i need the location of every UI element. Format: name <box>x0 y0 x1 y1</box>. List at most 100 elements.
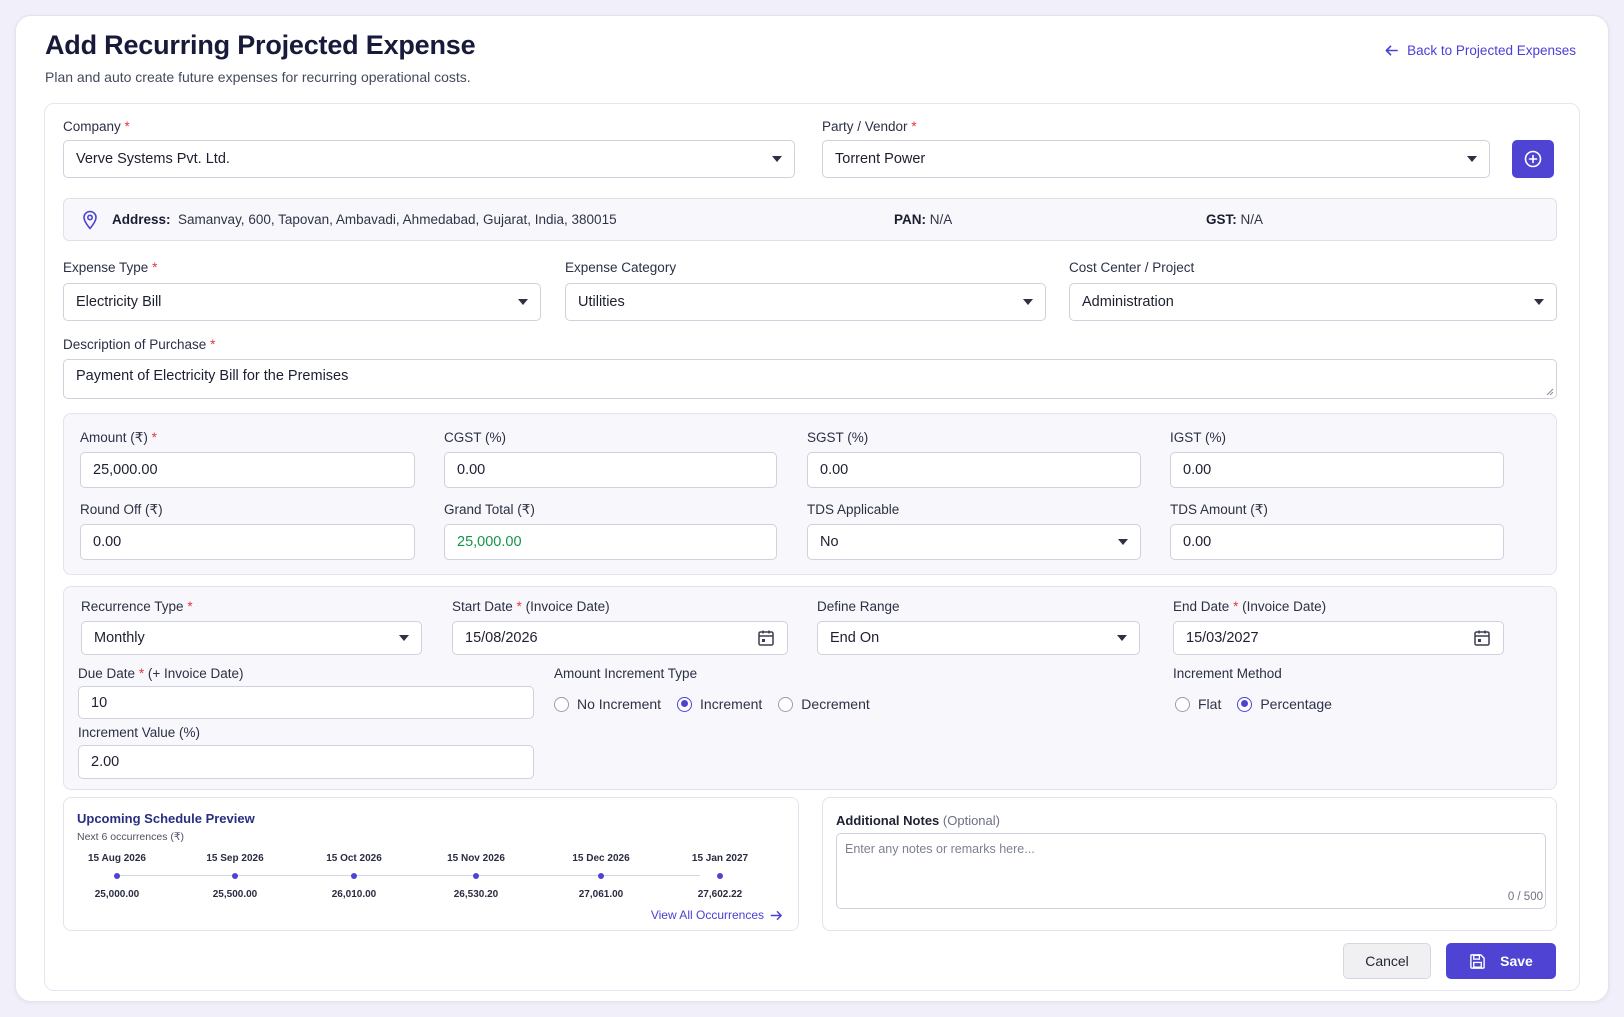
tds-applicable-select[interactable]: No <box>807 524 1141 560</box>
chevron-down-icon <box>1534 299 1544 305</box>
arrow-left-icon <box>1385 45 1399 56</box>
increment-type-label: Amount Increment Type <box>554 666 698 681</box>
radio-circle <box>554 696 569 712</box>
timeline-item: 15 Aug 2026 25,000.00 <box>67 853 167 900</box>
chevron-down-icon <box>399 635 409 641</box>
round-off-input[interactable]: 0.00 <box>80 524 415 560</box>
party-value: Torrent Power <box>835 151 926 167</box>
chevron-down-icon <box>1118 539 1128 545</box>
save-label: Save <box>1500 953 1533 969</box>
radio-no-increment[interactable]: No Increment <box>554 696 661 712</box>
save-button[interactable]: Save <box>1446 943 1556 979</box>
round-off-label: Round Off (₹) <box>80 502 163 517</box>
tds-amount-input[interactable]: 0.00 <box>1170 524 1504 560</box>
tds-amount-label: TDS Amount (₹) <box>1170 502 1268 517</box>
expense-category-select[interactable]: Utilities <box>565 283 1046 321</box>
timeline-item: 15 Jan 2027 27,602.22 <box>670 853 770 900</box>
round-off-value: 0.00 <box>93 534 122 550</box>
gst-text: GST: N/A <box>1206 212 1264 227</box>
radio-circle <box>778 696 794 712</box>
timeline-dot <box>351 873 357 879</box>
increment-value-label: Increment Value (%) <box>78 725 201 740</box>
radio-percentage[interactable]: Percentage <box>1237 696 1332 712</box>
party-select[interactable]: Torrent Power <box>822 140 1490 178</box>
radio-circle <box>1175 696 1190 712</box>
preview-subtitle: Next 6 occurrences (₹) <box>77 831 185 843</box>
timeline-date: 15 Aug 2026 <box>88 853 146 864</box>
back-to-projected-expenses-link[interactable]: Back to Projected Expenses <box>1384 43 1576 58</box>
tds-applicable-label: TDS Applicable <box>807 502 900 517</box>
radio-label: Flat <box>1198 696 1222 712</box>
page-title: Add Recurring Projected Expense <box>45 30 476 60</box>
timeline-date: 15 Oct 2026 <box>326 853 382 864</box>
preview-title: Upcoming Schedule Preview <box>77 811 255 826</box>
timeline-amount: 27,061.00 <box>578 889 624 900</box>
cancel-button[interactable]: Cancel <box>1343 943 1431 979</box>
radio-circle <box>1237 696 1253 712</box>
radio-label: Percentage <box>1260 696 1332 712</box>
timeline-date: 15 Dec 2026 <box>572 853 630 864</box>
end-date-label: End Date * (Invoice Date) <box>1173 599 1327 614</box>
tds-amount-value: 0.00 <box>1183 534 1212 550</box>
radio-decrement[interactable]: Decrement <box>778 696 870 712</box>
amount-label: Amount (₹) * <box>80 430 157 445</box>
company-select[interactable]: Verve Systems Pvt. Ltd. <box>63 140 795 178</box>
expense-type-value: Electricity Bill <box>76 294 162 310</box>
description-textarea[interactable]: Payment of Electricity Bill for the Prem… <box>63 359 1557 399</box>
resize-handle-icon[interactable] <box>1546 388 1554 396</box>
timeline-item: 15 Oct 2026 26,010.00 <box>304 853 404 900</box>
define-range-value: End On <box>830 630 880 646</box>
view-all-occurrences-link[interactable]: View All Occurrences <box>651 908 783 922</box>
pan-text: PAN: N/A <box>894 212 953 227</box>
add-party-button[interactable] <box>1512 140 1554 178</box>
notes-label: Additional Notes (Optional) <box>836 813 1000 828</box>
start-date-input[interactable]: 15/08/2026 <box>452 621 788 655</box>
arrow-right-icon <box>770 910 782 920</box>
igst-input[interactable]: 0.00 <box>1170 452 1504 488</box>
radio-flat[interactable]: Flat <box>1175 696 1221 712</box>
calendar-icon[interactable] <box>1473 629 1491 647</box>
recurrence-type-value: Monthly <box>94 630 145 646</box>
cost-center-select[interactable]: Administration <box>1069 283 1557 321</box>
company-label: Company * <box>63 119 130 134</box>
start-date-value: 15/08/2026 <box>465 630 538 646</box>
radio-label: Decrement <box>801 696 870 712</box>
grand-total-label: Grand Total (₹) <box>444 502 535 517</box>
igst-label: IGST (%) <box>1170 430 1227 445</box>
timeline-dot <box>473 873 479 879</box>
due-date-label: Due Date * (+ Invoice Date) <box>78 666 244 681</box>
cgst-input[interactable]: 0.00 <box>444 452 777 488</box>
chevron-down-icon <box>1467 156 1477 162</box>
radio-circle <box>677 696 693 712</box>
description-label: Description of Purchase * <box>63 337 216 352</box>
timeline-date: 15 Jan 2027 <box>691 853 749 864</box>
due-date-input[interactable]: 10 <box>78 686 534 719</box>
plus-circle-icon <box>1524 150 1542 168</box>
expense-type-select[interactable]: Electricity Bill <box>63 283 541 321</box>
radio-label: Increment <box>700 696 763 712</box>
sgst-input[interactable]: 0.00 <box>807 452 1141 488</box>
timeline-item: 15 Nov 2026 26,530.20 <box>426 853 526 900</box>
cost-center-label: Cost Center / Project <box>1069 260 1195 275</box>
define-range-select[interactable]: End On <box>817 621 1140 655</box>
end-date-input[interactable]: 15/03/2027 <box>1173 621 1504 655</box>
increment-value-input[interactable]: 2.00 <box>78 745 534 779</box>
increment-method-radio-group: Flat Percentage <box>1175 696 1348 712</box>
expense-type-label: Expense Type * <box>63 260 158 275</box>
timeline-amount: 27,602.22 <box>697 889 743 900</box>
timeline-date: 15 Sep 2026 <box>206 853 264 864</box>
timeline-amount: 26,010.00 <box>331 889 377 900</box>
party-label: Party / Vendor * <box>822 119 917 134</box>
page-subtitle: Plan and auto create future expenses for… <box>45 69 471 85</box>
recurrence-type-select[interactable]: Monthly <box>81 621 422 655</box>
radio-increment[interactable]: Increment <box>677 696 762 712</box>
calendar-icon[interactable] <box>757 629 775 647</box>
recurrence-type-label: Recurrence Type * <box>81 599 193 614</box>
timeline-item: 15 Dec 2026 27,061.00 <box>551 853 651 900</box>
notes-textarea[interactable]: Enter any notes or remarks here... <box>836 833 1546 909</box>
timeline-amount: 25,000.00 <box>94 889 140 900</box>
cgst-value: 0.00 <box>457 462 486 478</box>
additional-notes-card: Additional Notes (Optional) Enter any no… <box>822 797 1557 931</box>
amount-input[interactable]: 25,000.00 <box>80 452 415 488</box>
timeline-line <box>116 875 700 876</box>
